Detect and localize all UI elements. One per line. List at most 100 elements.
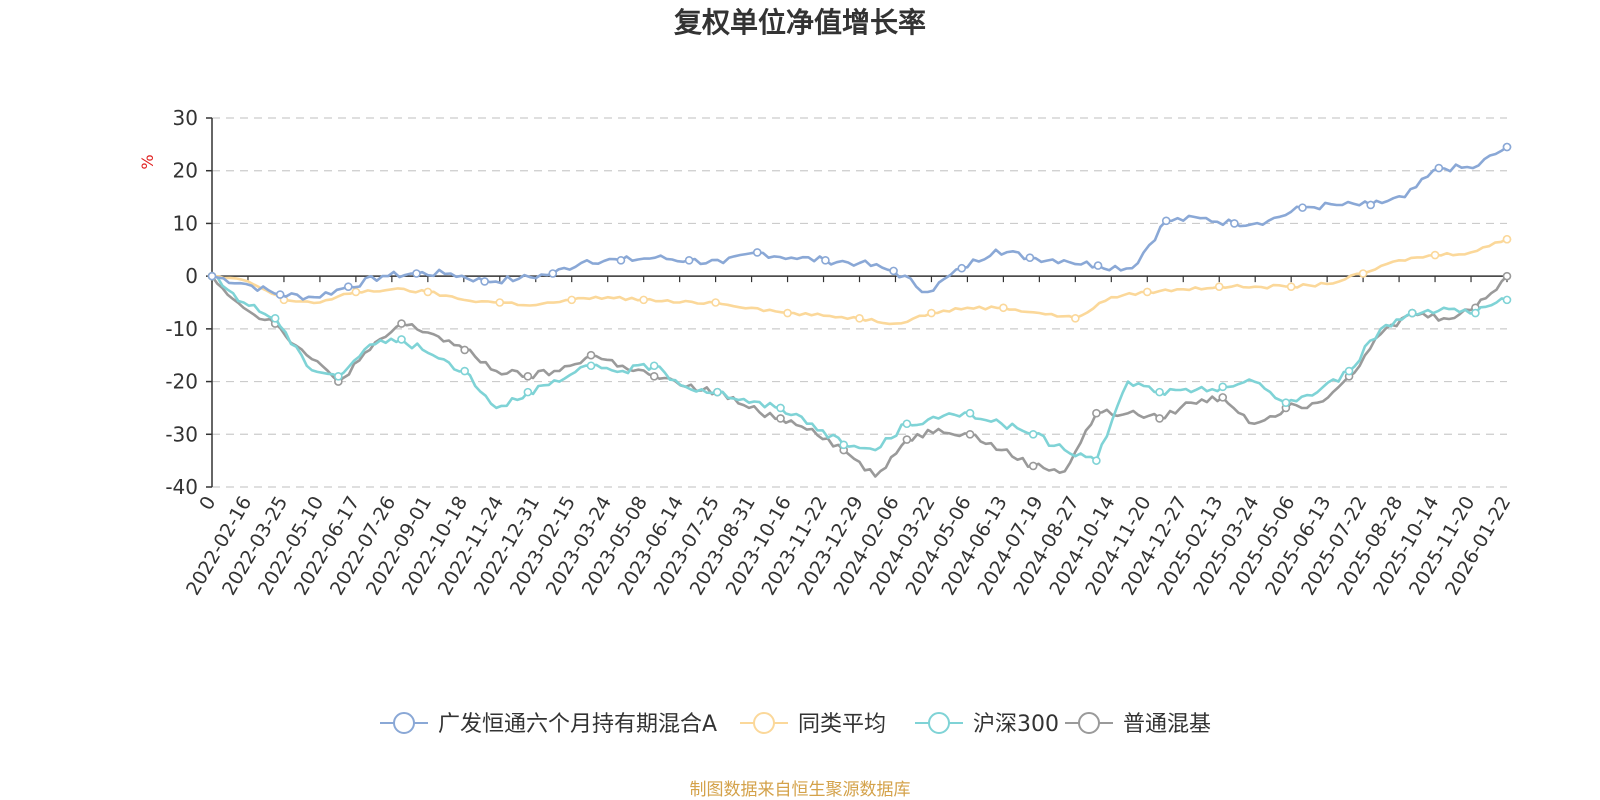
x-tick-label: 0 <box>195 493 220 514</box>
series-point <box>711 298 720 307</box>
series-point <box>783 308 792 318</box>
series-point <box>397 335 406 344</box>
series-point <box>1155 414 1164 423</box>
series-point <box>1358 269 1368 278</box>
series-point <box>586 361 596 371</box>
series-point <box>821 256 830 265</box>
legend-item[interactable]: 沪深300 <box>915 712 1059 737</box>
series-point <box>1430 250 1440 260</box>
y-tick-label: -10 <box>165 317 198 341</box>
series-point <box>999 303 1008 313</box>
series-point <box>839 440 849 450</box>
series-point <box>1161 216 1171 226</box>
series-point <box>275 290 285 299</box>
series-point <box>1155 387 1164 397</box>
series-point <box>1471 308 1480 318</box>
series-point <box>855 314 864 323</box>
series-point <box>684 256 694 265</box>
series-point <box>1142 287 1152 297</box>
series-point <box>1214 282 1224 291</box>
legend-marker <box>928 712 950 734</box>
series-point <box>902 435 912 444</box>
y-tick-label: -30 <box>165 422 198 446</box>
series-point <box>1092 456 1101 465</box>
series-point <box>460 345 469 355</box>
series-point <box>616 256 626 265</box>
series-point <box>649 361 659 371</box>
series-point <box>523 371 533 381</box>
series-point <box>1218 382 1228 392</box>
series-3 <box>207 271 1512 478</box>
y-tick-label: 0 <box>185 264 198 288</box>
series-point <box>397 319 406 328</box>
series-point <box>412 269 421 278</box>
series-line <box>211 145 1508 301</box>
series-point <box>927 308 936 318</box>
series-point <box>586 350 596 360</box>
series-point <box>902 419 912 429</box>
series-point <box>567 295 577 305</box>
series-2 <box>207 271 1512 465</box>
series-point <box>351 287 361 297</box>
y-tick-label: -20 <box>165 370 198 394</box>
series-point <box>1366 200 1375 210</box>
y-tick-label: 20 <box>173 159 198 183</box>
series-point <box>752 248 762 257</box>
series-point <box>1230 219 1239 228</box>
series-point <box>270 314 280 323</box>
series-point <box>965 429 975 439</box>
series-layer <box>207 142 1512 478</box>
y-tick-label: -40 <box>165 475 198 499</box>
series-line <box>210 275 1508 478</box>
grid <box>212 117 1507 488</box>
series-point <box>965 408 975 418</box>
series-point <box>1281 398 1291 407</box>
series-point <box>1502 142 1512 152</box>
series-1 <box>207 234 1512 326</box>
series-point <box>1298 203 1307 212</box>
legend-label: 沪深300 <box>973 712 1059 737</box>
y-tick-label: 10 <box>173 211 198 235</box>
legend-item[interactable]: 普通混基 <box>1065 712 1211 737</box>
series-point <box>523 387 533 397</box>
series-point <box>889 266 898 276</box>
legend-marker <box>393 712 415 734</box>
series-point <box>957 263 967 273</box>
series-point <box>1502 234 1512 244</box>
series-line <box>211 274 1508 462</box>
series-point <box>1093 261 1103 270</box>
legend-marker <box>1078 712 1100 734</box>
legend-item[interactable]: 广发恒通六个月持有期混合A <box>380 712 717 737</box>
legend-item[interactable]: 同类平均 <box>740 712 886 737</box>
series-point <box>495 298 505 307</box>
legend-marker <box>753 712 775 734</box>
series-point <box>1028 429 1038 439</box>
y-axis-label: % <box>138 154 157 169</box>
series-point <box>776 414 785 423</box>
source-note: 制图数据来自恒生聚源数据库 <box>690 780 911 800</box>
series-point <box>1218 393 1228 402</box>
series-point <box>207 271 217 281</box>
series-point <box>423 287 433 297</box>
series-point <box>460 366 469 376</box>
series-point <box>1071 314 1080 323</box>
series-point <box>1434 163 1444 173</box>
series-point <box>1502 271 1512 281</box>
legend-label: 同类平均 <box>798 712 886 737</box>
series-point <box>776 403 785 413</box>
chart-title: 复权单位净值增长率 <box>674 6 926 39</box>
series-point <box>480 277 489 286</box>
legend[interactable]: 广发恒通六个月持有期混合A 同类平均 沪深300 普通混基 <box>380 712 1211 737</box>
series-point <box>1092 408 1101 418</box>
y-tick-label: 30 <box>173 106 198 130</box>
series-point <box>1025 253 1035 262</box>
series-0 <box>207 142 1512 301</box>
series-point <box>713 387 722 397</box>
series-point <box>1286 282 1296 291</box>
series-point <box>334 371 343 381</box>
series-point <box>1028 461 1038 471</box>
series-point <box>1502 295 1512 305</box>
series-point <box>1407 308 1417 318</box>
legend-label: 广发恒通六个月持有期混合A <box>438 712 717 737</box>
